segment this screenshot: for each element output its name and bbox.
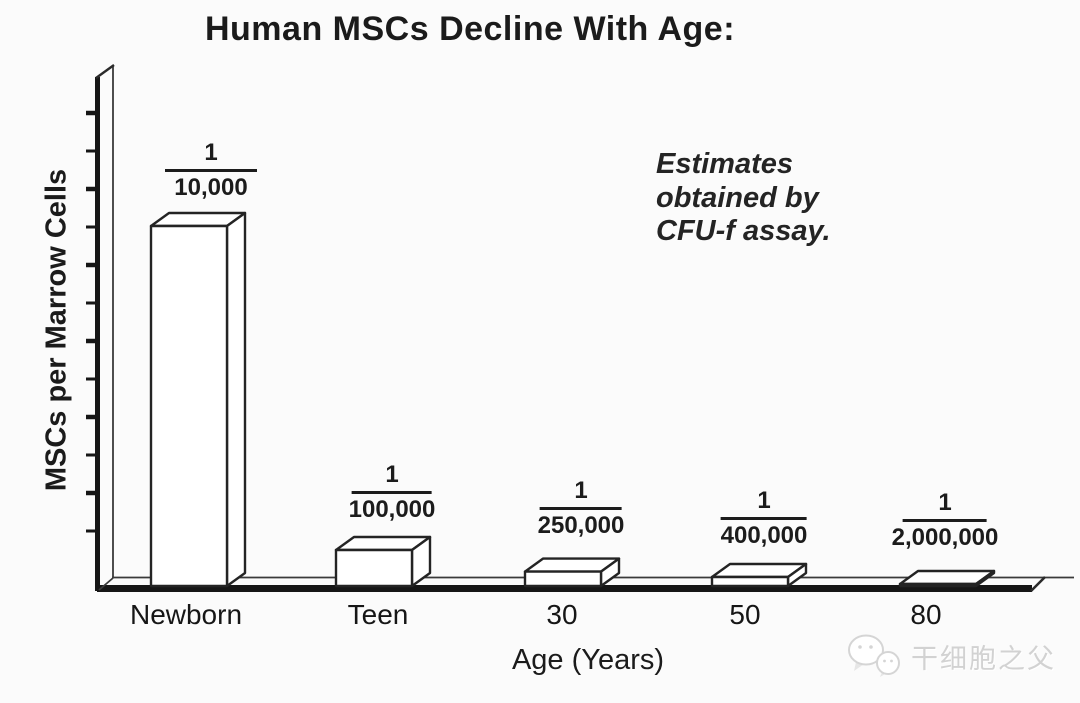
annotation-cfu-assay: Estimates obtained by CFU-f assay.: [656, 148, 831, 248]
chart-title: Human MSCs Decline With Age:: [204, 10, 736, 48]
fraction-line: [351, 490, 432, 494]
fraction-denominator: 2,000,000: [891, 523, 999, 551]
x-tick-label-30: 30: [546, 599, 578, 630]
bar-50-front: [710, 575, 790, 588]
wechat-icon: [848, 634, 900, 677]
x-tick-label-newborn: Newborn: [129, 599, 243, 630]
bar-80-front: [898, 582, 978, 588]
fraction-numerator: 1: [574, 477, 588, 504]
fraction-numerator: 1: [757, 487, 771, 514]
bar-teen-front: [334, 548, 414, 588]
fraction-line: [165, 168, 257, 172]
fraction-line: [903, 518, 987, 522]
x-tick-label-80: 80: [910, 599, 942, 630]
value-label-newborn: 1 10,000: [165, 139, 257, 202]
value-label-80: 1 2,000,000: [891, 489, 999, 552]
fraction-numerator: 1: [385, 461, 399, 488]
x-tick-label-teen: Teen: [347, 599, 409, 630]
bar-newborn-side: [225, 211, 247, 588]
fraction-denominator: 100,000: [348, 495, 436, 523]
fraction-denominator: 250,000: [537, 511, 625, 539]
y-axis-label: MSCs per Marrow Cells: [40, 168, 73, 492]
watermark: 干细胞之父: [846, 633, 1056, 679]
value-label-teen: 1 100,000: [348, 461, 436, 524]
fraction-numerator: 1: [204, 139, 218, 166]
x-tick-label-50: 50: [729, 599, 761, 630]
y-axis: [95, 64, 115, 591]
fraction-denominator: 10,000: [174, 173, 248, 201]
fraction-numerator: 1: [938, 489, 952, 516]
fraction-line: [539, 506, 622, 510]
x-axis-label: Age (Years): [511, 644, 665, 676]
value-label-30: 1 250,000: [537, 477, 625, 540]
fraction-line: [720, 516, 807, 520]
bars: [149, 211, 996, 588]
value-label-50: 1 400,000: [720, 487, 808, 550]
watermark-text: 干细胞之父: [911, 643, 1056, 674]
fraction-denominator: 400,000: [720, 521, 808, 549]
bar-newborn-front: [149, 224, 229, 588]
y-axis-ticks: [86, 110, 98, 533]
bar-30-front: [523, 570, 603, 588]
